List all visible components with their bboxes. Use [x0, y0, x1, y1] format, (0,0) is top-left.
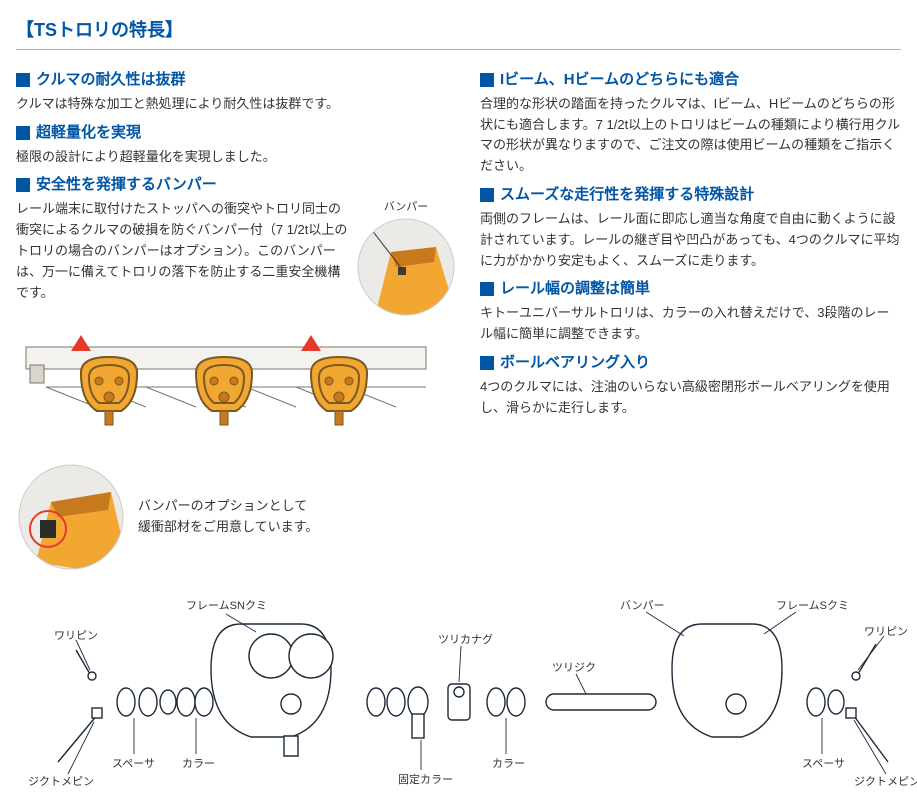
label-kotei-collar: 固定カラー: [398, 772, 453, 790]
label-frame-sn: フレームSNクミ: [186, 598, 267, 616]
page-title: 【TSトロリの特長】: [16, 16, 901, 50]
feature-head-smooth: スムーズな走行性を発揮する特殊設計: [480, 183, 901, 207]
label-tsurikanagu: ツリカナグ: [438, 632, 493, 650]
feature-head-beam: Iビーム、Hビームのどちらにも適合: [480, 68, 901, 92]
feature-body-lightweight: 極限の設計により超軽量化を実現しました。: [16, 147, 456, 168]
two-column-layout: クルマの耐久性は抜群 クルマは特殊な加工と熱処理により耐久性は抜群です。 超軽量…: [16, 62, 901, 572]
bumper-thumb-label: バンパー: [356, 199, 456, 217]
left-column: クルマの耐久性は抜群 クルマは特殊な加工と熱処理により耐久性は抜群です。 超軽量…: [16, 62, 456, 572]
exploded-view-diagram: フレームSNクミ ワリピン スペーサ カラー ジクトメピン 固定カラー ツリカナ…: [16, 584, 901, 794]
feature-body-smooth: 両側のフレームは、レール面に即応し適当な角度で自由に動くように設計されています。…: [480, 209, 901, 271]
label-jikutome-r: ジクトメピン: [854, 774, 917, 792]
right-column: Iビーム、Hビームのどちらにも適合 合理的な形状の踏面を持ったクルマは、Iビーム…: [480, 62, 901, 572]
feature-body-durability: クルマは特殊な加工と熱処理により耐久性は抜群です。: [16, 94, 456, 115]
feature-body-railwidth: キトーユニバーサルトロリは、カラーの入れ替えだけで、3段階のレール幅に簡単に調整…: [480, 303, 901, 345]
feature-body-beam: 合理的な形状の踏面を持ったクルマは、Iビーム、Hビームのどちらの形状にも適合しま…: [480, 94, 901, 177]
feature-head-railwidth: レール幅の調整は簡単: [480, 277, 901, 301]
bumper-option-caption: バンパーのオプションとして 緩衝部材をご用意しています。: [138, 496, 318, 538]
bumper-thumb: バンパー: [356, 199, 456, 317]
label-collar-l: カラー: [182, 756, 215, 774]
feature-head-bumper: 安全性を発揮するバンパー: [16, 173, 456, 197]
feature-body-bumper: レール端末に取付けたストッパへの衝突やトロリ同士の衝突によるクルマの破損を防ぐバ…: [16, 199, 348, 303]
label-jikutome-l: ジクトメピン: [28, 774, 94, 792]
label-spacer-r: スペーサ: [802, 756, 845, 774]
rail-trolley-illustration: [16, 325, 456, 452]
feature-head-bearing: ボールベアリング入り: [480, 351, 901, 375]
feature-head-lightweight: 超軽量化を実現: [16, 121, 456, 145]
feature-body-bearing: 4つのクルマには、注油のいらない高級密閉形ボールベアリングを使用し、滑らかに走行…: [480, 377, 901, 419]
label-waripin-r: ワリピン: [864, 624, 908, 642]
bumper-option-row: バンパーのオプションとして 緩衝部材をご用意しています。: [16, 462, 456, 572]
label-waripin-l: ワリピン: [54, 628, 98, 646]
bumper-option-photo-icon: [16, 462, 126, 572]
label-collar-r: カラー: [492, 756, 525, 774]
feature-head-durability: クルマの耐久性は抜群: [16, 68, 456, 92]
label-spacer-l: スペーサ: [112, 756, 155, 774]
bumper-photo-icon: [356, 217, 456, 317]
label-frame-s: フレームSクミ: [776, 598, 849, 616]
label-bumper: バンパー: [620, 598, 665, 616]
